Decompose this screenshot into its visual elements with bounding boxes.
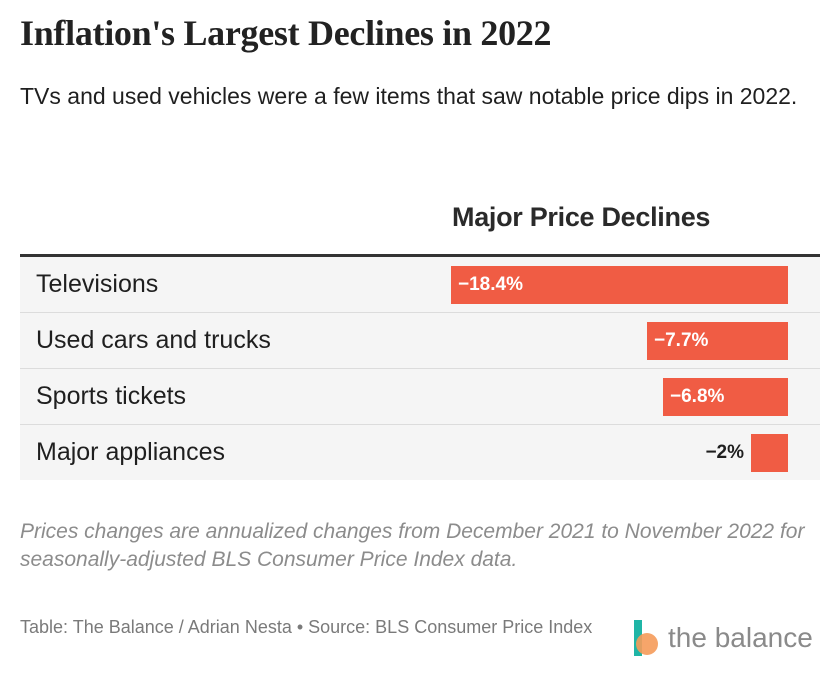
bar <box>647 322 788 360</box>
bar-table: Televisions −18.4% Used cars and trucks −7.… <box>20 257 820 480</box>
category-label: Televisions <box>36 270 159 298</box>
table-row: Sports tickets −6.8% <box>20 369 820 425</box>
bar <box>751 434 788 472</box>
data-label: −18.4% <box>458 274 523 295</box>
logo-wordmark: the balance <box>668 622 813 653</box>
table-row: Televisions −18.4% <box>20 257 820 313</box>
header-divider <box>20 254 820 257</box>
data-label: −2% <box>705 442 744 463</box>
column-header: Major Price Declines <box>452 202 711 232</box>
bar <box>451 266 788 304</box>
chart-source: Table: The Balance / Adrian Nesta • Sour… <box>20 617 593 637</box>
category-label: Sports tickets <box>36 382 187 410</box>
brand-logo: the balance <box>634 618 824 658</box>
category-label: Major appliances <box>36 438 225 466</box>
chart-note: Prices changes are annualized changes fr… <box>20 520 805 571</box>
balance-logo-icon <box>634 620 658 656</box>
bar <box>663 378 788 416</box>
table-row: Used cars and trucks −7.7% <box>20 313 820 369</box>
data-label: −6.8% <box>670 386 725 407</box>
category-label: Used cars and trucks <box>36 326 271 354</box>
chart-subtitle: TVs and used vehicles were a few items t… <box>20 83 798 109</box>
table-row: Major appliances −2% <box>20 425 820 480</box>
data-label: −7.7% <box>654 330 709 351</box>
chart-title: Inflation's Largest Declines in 2022 <box>20 13 552 53</box>
